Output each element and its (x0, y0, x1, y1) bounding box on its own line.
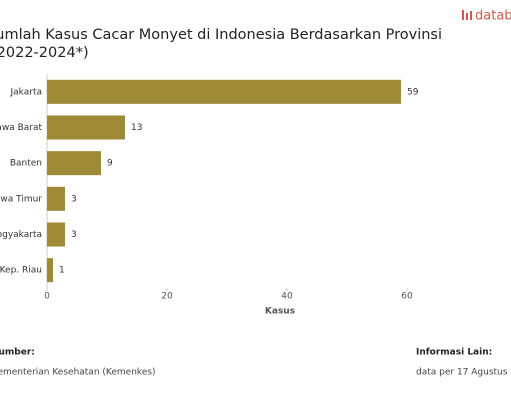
chart-subtitle: (2022-2024*) (0, 45, 89, 61)
value-label: 3 (71, 194, 77, 204)
y-tick-label: Jawa Timur (0, 194, 42, 204)
info: data per 17 Agustus 2024 (416, 368, 511, 378)
value-label: 9 (107, 159, 113, 169)
bar (47, 79, 401, 104)
source: Kementerian Kesehatan (Kemenkes) (0, 368, 156, 378)
bar (47, 258, 53, 283)
chart-title: Jumlah Kasus Cacar Monyet di Indonesia B… (0, 27, 442, 43)
x-tick-label: 0 (44, 292, 50, 302)
y-tick-label: Yogyakarta (0, 230, 42, 240)
logo-icon (462, 10, 464, 20)
value-label: 59 (407, 87, 419, 97)
logo-icon (470, 11, 472, 20)
y-tick-label: Banten (10, 159, 42, 169)
info-label: Informasi Lain: (416, 348, 492, 358)
x-tick-label: 60 (401, 292, 413, 302)
bar (47, 222, 65, 247)
bar (47, 151, 101, 176)
y-tick-label: Kep. Riau (0, 266, 42, 276)
x-tick-label: 40 (281, 292, 293, 302)
source-label: Sumber: (0, 348, 35, 358)
logo-text: databoks (475, 9, 511, 24)
value-label: 3 (71, 230, 77, 240)
logo-icon (466, 13, 468, 20)
value-label: 13 (131, 123, 142, 133)
y-tick-label: Jawa Barat (0, 123, 42, 133)
x-axis-label: Kasus (265, 307, 295, 317)
x-tick-label: 20 (161, 292, 173, 302)
bar (47, 186, 65, 211)
logo: databoks (462, 9, 511, 24)
value-label: 1 (59, 266, 65, 276)
y-tick-label: Jakarta (10, 87, 42, 97)
bar (47, 115, 125, 140)
